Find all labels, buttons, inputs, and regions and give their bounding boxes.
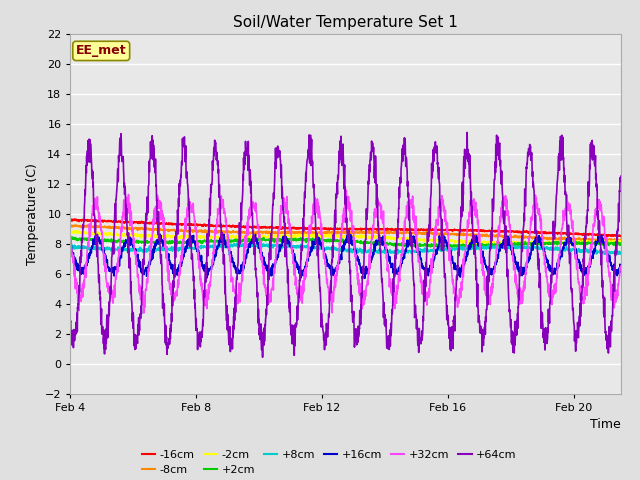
- Y-axis label: Temperature (C): Temperature (C): [26, 163, 39, 264]
- Title: Soil/Water Temperature Set 1: Soil/Water Temperature Set 1: [233, 15, 458, 30]
- Legend: -16cm, -8cm, -2cm, +2cm, +8cm, +16cm, +32cm, +64cm: -16cm, -8cm, -2cm, +2cm, +8cm, +16cm, +3…: [142, 450, 516, 475]
- X-axis label: Time: Time: [590, 418, 621, 431]
- Text: EE_met: EE_met: [76, 44, 127, 58]
